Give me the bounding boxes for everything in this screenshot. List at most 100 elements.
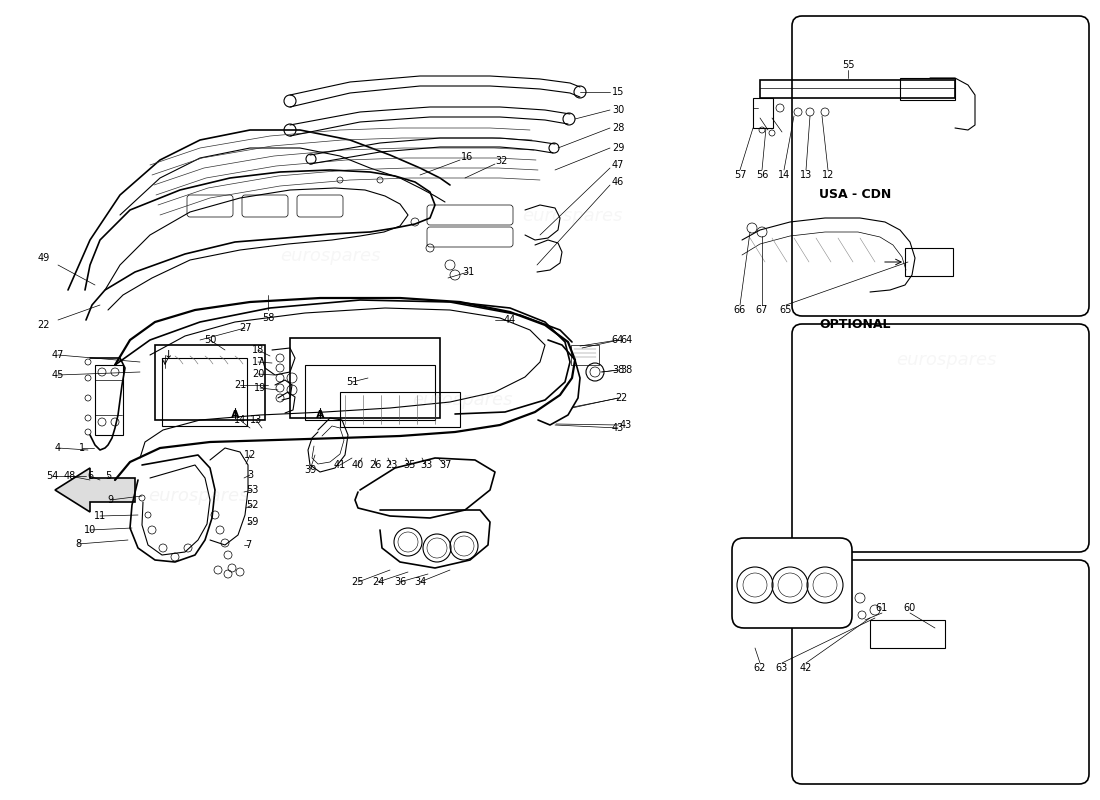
Text: 6: 6 <box>87 471 94 481</box>
Text: 52: 52 <box>245 500 258 510</box>
FancyBboxPatch shape <box>792 324 1089 552</box>
Text: 2: 2 <box>620 393 626 403</box>
Text: 58: 58 <box>262 313 274 323</box>
Text: 2: 2 <box>615 393 622 403</box>
Text: 13: 13 <box>800 170 812 180</box>
Text: 12: 12 <box>244 450 256 460</box>
Text: 32: 32 <box>496 156 508 166</box>
Text: A: A <box>231 410 240 420</box>
Text: 64: 64 <box>620 335 632 345</box>
Text: 38: 38 <box>612 365 624 375</box>
Text: 25: 25 <box>352 577 364 587</box>
Text: 36: 36 <box>394 577 406 587</box>
FancyBboxPatch shape <box>792 560 1089 784</box>
Text: OPTIONAL: OPTIONAL <box>820 318 891 331</box>
Text: 53: 53 <box>245 485 258 495</box>
Bar <box>290 338 440 418</box>
Text: 64: 64 <box>612 335 624 345</box>
Text: 28: 28 <box>612 123 624 133</box>
Text: 43: 43 <box>612 423 624 433</box>
Text: 61: 61 <box>876 603 888 613</box>
Text: 31: 31 <box>462 267 474 277</box>
Text: 21: 21 <box>234 380 246 390</box>
Text: 47: 47 <box>612 160 624 170</box>
Text: 30: 30 <box>612 105 624 115</box>
Text: 33: 33 <box>420 460 432 470</box>
Text: 66: 66 <box>734 305 746 315</box>
Text: 39: 39 <box>304 465 316 475</box>
Text: 63: 63 <box>776 663 788 673</box>
Text: 60: 60 <box>904 603 916 613</box>
Text: ↓: ↓ <box>163 350 173 360</box>
Bar <box>760 80 955 98</box>
FancyBboxPatch shape <box>242 195 288 217</box>
Text: 20: 20 <box>252 369 264 379</box>
FancyBboxPatch shape <box>792 16 1089 316</box>
Text: 15: 15 <box>612 87 624 97</box>
FancyBboxPatch shape <box>427 205 513 225</box>
Bar <box>155 345 265 420</box>
Text: 22: 22 <box>37 320 50 330</box>
Text: 24: 24 <box>372 577 384 587</box>
Text: 56: 56 <box>756 170 768 180</box>
Bar <box>754 98 773 128</box>
Polygon shape <box>55 468 135 512</box>
Text: 1: 1 <box>79 443 85 453</box>
Text: 51: 51 <box>345 377 359 387</box>
Text: 49: 49 <box>37 253 50 263</box>
Text: 14: 14 <box>778 170 790 180</box>
Text: 45: 45 <box>52 370 64 380</box>
Bar <box>870 620 945 648</box>
Text: 41: 41 <box>334 460 346 470</box>
Text: 18: 18 <box>252 345 264 355</box>
Bar <box>905 248 953 276</box>
Text: 48: 48 <box>64 471 76 481</box>
Text: 50: 50 <box>204 335 217 345</box>
Text: 55: 55 <box>842 60 855 70</box>
Text: eurospares: eurospares <box>147 487 249 505</box>
Text: 4: 4 <box>55 443 62 453</box>
Text: 57: 57 <box>734 170 746 180</box>
Text: eurospares: eurospares <box>895 351 997 369</box>
FancyBboxPatch shape <box>297 195 343 217</box>
Bar <box>900 78 955 100</box>
Text: 47: 47 <box>52 350 64 360</box>
Text: 16: 16 <box>461 152 473 162</box>
Text: 8: 8 <box>75 539 81 549</box>
Text: 34: 34 <box>414 577 426 587</box>
Text: 42: 42 <box>800 663 812 673</box>
Text: 5: 5 <box>104 471 111 481</box>
Text: USA - CDN: USA - CDN <box>818 189 891 202</box>
Text: 40: 40 <box>352 460 364 470</box>
Text: 17: 17 <box>252 357 264 367</box>
Text: eurospares: eurospares <box>279 247 381 265</box>
Bar <box>95 365 123 435</box>
Text: 43: 43 <box>620 420 632 430</box>
Text: 26: 26 <box>368 460 382 470</box>
FancyBboxPatch shape <box>427 227 513 247</box>
Text: eurospares: eurospares <box>521 207 623 225</box>
Text: 11: 11 <box>94 511 106 521</box>
Text: 67: 67 <box>756 305 768 315</box>
Text: 10: 10 <box>84 525 96 535</box>
Text: 65: 65 <box>780 305 792 315</box>
Text: 13: 13 <box>250 415 262 425</box>
Text: 14: 14 <box>234 415 246 425</box>
Text: 59: 59 <box>245 517 258 527</box>
Text: 27: 27 <box>239 323 251 333</box>
Text: 19: 19 <box>254 383 266 393</box>
Bar <box>340 392 460 427</box>
Bar <box>305 365 434 420</box>
Text: 37: 37 <box>439 460 451 470</box>
Text: eurospares: eurospares <box>411 391 513 409</box>
Text: 35: 35 <box>404 460 416 470</box>
Text: 44: 44 <box>504 315 516 325</box>
Text: 54: 54 <box>46 471 58 481</box>
FancyBboxPatch shape <box>732 538 852 628</box>
Text: 29: 29 <box>612 143 624 153</box>
Text: 46: 46 <box>612 177 624 187</box>
Text: 23: 23 <box>385 460 397 470</box>
FancyBboxPatch shape <box>187 195 233 217</box>
Text: 38: 38 <box>620 365 632 375</box>
Text: 7: 7 <box>245 540 251 550</box>
